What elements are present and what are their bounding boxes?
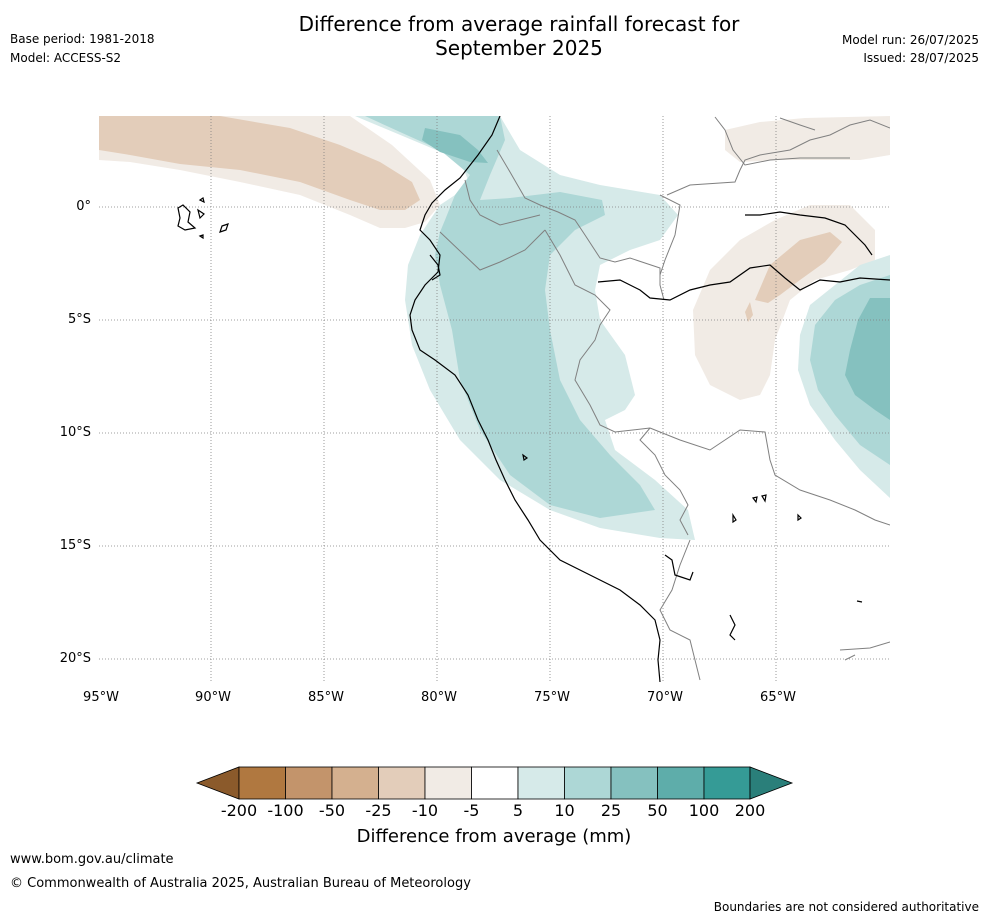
- colorbar-bin-7: [517, 766, 565, 800]
- colorbar-tick-label: -50: [318, 801, 346, 820]
- lon-tick-label: 85°W: [308, 690, 344, 705]
- lat-tick-label: 20°S: [59, 651, 91, 666]
- colorbar-label: Difference from average (mm): [356, 826, 632, 847]
- colorbar-bin-10: [657, 766, 705, 800]
- colorbar-tick-label: -100: [267, 801, 304, 820]
- base-period-text: Base period: 1981-2018: [10, 32, 155, 46]
- lat-tick-label: 10°S: [59, 425, 91, 440]
- map-title-line1: Difference from average rainfall forecas…: [298, 12, 740, 36]
- issued-date-text: Issued: 28/07/2025: [863, 51, 979, 65]
- map-title: Difference from average rainfall forecas…: [200, 12, 838, 60]
- wet-anomaly-andes-core: [422, 128, 488, 163]
- model-run-text: Model run: 26/07/2025: [841, 33, 979, 47]
- dry-anomaly-ocean-mid: [99, 116, 420, 210]
- colorbar-bin-9: [610, 766, 658, 800]
- lat-tick-label: 15°S: [59, 538, 91, 553]
- coastline: [177, 116, 890, 682]
- colorbar-tick-label: 5: [512, 801, 524, 820]
- dry-anomaly-brazil-dot: [745, 302, 753, 322]
- model-name-text: Model: ACCESS-S2: [10, 51, 122, 65]
- colorbar-bin-4: [378, 766, 426, 800]
- colorbar-extend-high: [749, 766, 794, 800]
- colorbar-bin-2: [285, 766, 333, 800]
- boundaries-disclaimer: Boundaries are not considered authoritat…: [713, 900, 979, 914]
- map-title-line2: September 2025: [435, 36, 603, 60]
- lon-tick-label: 75°W: [534, 690, 570, 705]
- colorbar-bin-8: [564, 766, 612, 800]
- lon-tick-label: 80°W: [421, 690, 457, 705]
- wet-anomaly-andes-mid: [365, 116, 655, 518]
- dry-anomaly-brazil-mid: [755, 232, 842, 303]
- colorbar-bin-11: [703, 766, 751, 800]
- colorbar-extend-low: [195, 766, 240, 800]
- colorbar-bin-6: [471, 766, 519, 800]
- lat-tick-label: 5°S: [67, 312, 91, 327]
- colorbar-tick-label: 25: [600, 801, 622, 820]
- dry-anomaly-brazil-light: [725, 116, 890, 162]
- map-gridlines: [99, 116, 890, 682]
- colorbar-tick-label: 10: [554, 801, 575, 820]
- colorbar-tick-label: -5: [463, 801, 480, 820]
- colorbar-bin-3: [331, 766, 379, 800]
- colorbar-bin-1: [238, 766, 286, 800]
- lon-tick-label: 90°W: [195, 690, 231, 705]
- website-link[interactable]: www.bom.gov.au/climate: [10, 852, 174, 867]
- colorbar-tick-label: 100: [688, 801, 720, 820]
- lat-tick-label: 0°: [76, 199, 91, 214]
- colorbar-tick-label: -25: [365, 801, 392, 820]
- colorbar-tick-label: -10: [411, 801, 439, 820]
- lon-tick-label: 65°W: [760, 690, 796, 705]
- lon-tick-label: 95°W: [83, 690, 119, 705]
- colorbar-tick-label: -200: [220, 801, 258, 820]
- lon-tick-label: 70°W: [647, 690, 683, 705]
- copyright-text: © Commonwealth of Australia 2025, Austra…: [10, 876, 471, 891]
- colorbar-tick-label: 50: [647, 801, 668, 820]
- colorbar-tick-label: 200: [734, 801, 766, 820]
- colorbar: [195, 766, 794, 800]
- wet-anomaly-east-core: [845, 298, 890, 420]
- colorbar-bin-5: [424, 766, 472, 800]
- country-borders: [439, 116, 890, 681]
